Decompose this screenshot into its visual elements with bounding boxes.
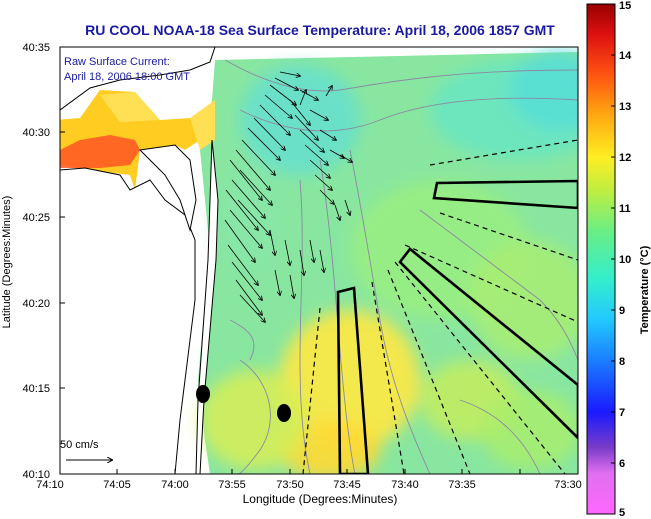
colorbar-tick-label: 5 <box>619 507 625 519</box>
colorbar-tick-label: 7 <box>619 407 625 419</box>
annotation-line-2: April 18, 2006 18:00 GMT <box>64 71 190 83</box>
x-axis-label: Longitude (Degrees:Minutes) <box>243 492 398 506</box>
colorbar-tick-labels: 15 14 13 12 11 10 9 8 7 6 5 <box>619 0 632 519</box>
y-tick-labels: 40:35 40:30 40:25 40:20 40:15 40:10 <box>22 42 50 481</box>
y-tick-label: 40:25 <box>22 212 50 224</box>
radar-tracks <box>302 139 578 474</box>
x-tick-label: 73:50 <box>276 479 304 491</box>
x-tick-label: 73:40 <box>391 479 419 491</box>
colorbar-tick-label: 10 <box>619 254 631 266</box>
x-tick-label: 73:35 <box>448 479 476 491</box>
colorbar-tick-label: 8 <box>619 356 625 368</box>
colorbar-tick-label: 12 <box>619 152 631 164</box>
colorbar-label: Temperature (°C) <box>639 245 651 334</box>
x-tick-label: 73:55 <box>218 479 246 491</box>
x-tick-label: 73:45 <box>333 479 361 491</box>
y-tick-label: 40:20 <box>22 298 50 310</box>
colorbar-tick-label: 6 <box>619 458 625 470</box>
current-vectors <box>224 71 352 322</box>
colorbar-tick-label: 9 <box>619 305 625 317</box>
colorbar-tick-label: 13 <box>619 101 631 113</box>
axis-ticks <box>59 46 579 475</box>
colorbar-tick-label: 15 <box>619 0 631 12</box>
colorbar-ticks <box>611 54 615 464</box>
x-tick-label: 74:05 <box>103 479 131 491</box>
colorbar-tick-label: 14 <box>619 50 632 62</box>
y-tick-label: 40:10 <box>22 469 50 481</box>
colorbar-tick-label: 11 <box>619 203 631 215</box>
plot-frame <box>59 46 579 475</box>
x-tick-label: 73:30 <box>554 479 582 491</box>
x-tick-label: 74:10 <box>36 479 64 491</box>
mooring-marker-east <box>277 404 291 422</box>
y-tick-label: 40:15 <box>22 383 50 395</box>
bathymetry-contours <box>224 59 578 474</box>
mooring-marker-west <box>196 385 210 403</box>
x-tick-labels: 74:10 74:05 74:00 73:55 73:50 73:45 73:4… <box>36 479 582 491</box>
x-tick-label: 74:00 <box>161 479 189 491</box>
y-axis-label: Latitude (Degrees:Minutes) <box>1 196 13 329</box>
y-tick-label: 40:35 <box>22 42 50 54</box>
scale-label: 50 cm/s <box>60 439 99 451</box>
figure-title: RU COOL NOAA-18 Sea Surface Temperature:… <box>85 22 555 38</box>
annotation-line-1: Raw Surface Current: <box>64 56 170 68</box>
colorbar <box>586 3 616 515</box>
y-tick-label: 40:30 <box>22 127 50 139</box>
